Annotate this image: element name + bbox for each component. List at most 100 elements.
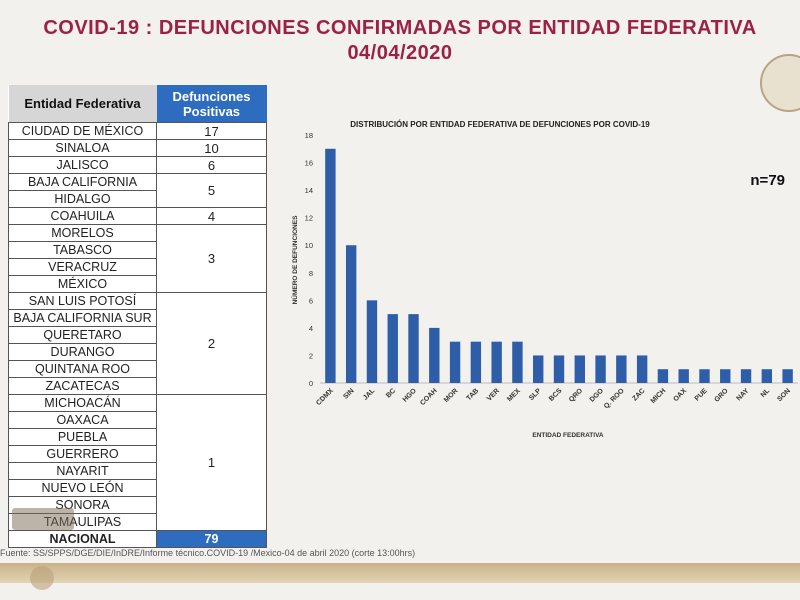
y-tick-label: 10	[305, 241, 313, 250]
bar	[553, 355, 565, 383]
bar	[657, 369, 669, 383]
state-cell: BAJA CALIFORNIA SUR	[8, 309, 157, 327]
deaths-value-cell: 6	[156, 156, 267, 174]
x-tick-label: BCS	[548, 387, 564, 403]
state-cell: PUEBLA	[8, 428, 157, 446]
table-row: SAN LUIS POTOSÍ 2	[8, 292, 267, 395]
x-tick-label: JAL	[362, 387, 377, 402]
state-cell: MICHOACÁN	[8, 394, 157, 412]
col-header-entidad: Entidad Federativa	[8, 85, 157, 123]
bar	[387, 314, 398, 383]
col-header-defunciones: Defunciones Positivas	[156, 85, 267, 123]
state-cell: TABASCO	[8, 241, 157, 259]
table-row: COAHUILA 4	[8, 207, 267, 225]
title-line-2: 04/04/2020	[347, 42, 453, 64]
n-annotation: n=79	[750, 172, 785, 189]
bar	[491, 341, 502, 383]
people-illustration-icon	[12, 508, 74, 530]
table-row: HIDALGO	[8, 190, 267, 208]
bar	[512, 341, 523, 383]
state-cell: VERACRUZ	[8, 258, 157, 276]
y-tick-label: 4	[309, 324, 313, 333]
total-value: 79	[156, 530, 267, 548]
table-row: JALISCO 6	[8, 156, 267, 174]
y-tick-label: 8	[309, 269, 313, 278]
x-tick-label: GRO	[713, 387, 730, 404]
x-tick-label: SIN	[342, 387, 355, 400]
table-row: BAJA CALIFORNIA 5	[8, 173, 267, 208]
state-cell: QUINTANA ROO	[8, 360, 157, 378]
state-cell: GUERRERO	[8, 445, 157, 463]
bar	[470, 341, 482, 383]
state-cell: MÉXICO	[8, 275, 157, 293]
state-cell: SAN LUIS POTOSÍ	[8, 292, 157, 310]
bar	[782, 369, 793, 383]
table-row: MICHOACÁN 1	[8, 394, 267, 531]
state-cell: OAXACA	[8, 411, 157, 429]
y-tick-label: 6	[309, 296, 313, 305]
emblem-icon	[30, 566, 54, 590]
table-row: PUEBLA	[8, 428, 267, 446]
source-note: Fuente: SS/SPPS/DGE/DIE/InDRE/Informe té…	[0, 548, 416, 558]
table-row: BAJA CALIFORNIA SUR	[8, 309, 267, 327]
state-cell: JALISCO	[8, 156, 157, 174]
table-row: SINALOA 10	[8, 139, 267, 157]
state-cell: QUERETARO	[8, 326, 157, 344]
y-tick-label: 0	[309, 379, 313, 388]
x-tick-label: NL	[760, 387, 772, 399]
state-cell: NUEVO LEÓN	[8, 479, 157, 497]
table-row: MORELOS 3	[8, 224, 267, 293]
total-label: NACIONAL	[8, 530, 157, 548]
bar	[345, 245, 357, 383]
x-tick-label: CDMX	[315, 387, 335, 407]
y-tick-label: 12	[305, 214, 313, 223]
deaths-value-cell: 1	[156, 394, 267, 531]
table-body: CIUDAD DE MÉXICO 17 SINALOA 10 JALISCO 6 BAJA …	[8, 122, 267, 548]
x-tick-label: OAX	[672, 387, 688, 403]
y-tick-label: 18	[305, 131, 313, 140]
y-tick-label: 14	[305, 186, 313, 195]
deaths-value-cell: 10	[156, 139, 267, 157]
table-row: QUINTANA ROO	[8, 360, 267, 378]
bar	[761, 369, 773, 383]
bar	[408, 314, 419, 383]
x-tick-label: MOR	[443, 387, 460, 404]
deaths-value-cell: 17	[156, 122, 267, 140]
state-cell: ZACATECAS	[8, 377, 157, 395]
table-row: TABASCO	[8, 241, 267, 259]
state-cell: COAHUILA	[8, 207, 157, 225]
x-tick-label: TAB	[466, 387, 481, 402]
bar	[429, 327, 440, 383]
bar	[616, 355, 627, 383]
bar	[678, 369, 689, 383]
x-tick-label: SLP	[528, 387, 543, 402]
bar	[720, 369, 731, 383]
x-tick-label: QRO	[568, 387, 585, 404]
x-tick-label: Q. ROO	[603, 387, 626, 410]
bar	[449, 341, 461, 383]
page-title: COVID-19 : DEFUNCIONES CONFIRMADAS POR E…	[0, 16, 800, 66]
x-tick-label: HGO	[402, 387, 419, 404]
bar	[636, 355, 648, 383]
x-tick-label: NAY	[736, 387, 751, 402]
total-row: NACIONAL 79	[8, 530, 267, 548]
bar	[325, 148, 336, 383]
x-tick-label: MEX	[506, 387, 522, 403]
x-tick-label: BC	[385, 387, 397, 399]
deaths-value-cell: 5	[156, 173, 267, 208]
bar-chart: DISTRIBUCIÓN POR ENTIDAD FEDERATIVA DE D…	[290, 120, 798, 439]
state-cell: HIDALGO	[8, 190, 157, 208]
bar	[699, 369, 710, 383]
x-tick-label: PUE	[694, 387, 709, 402]
state-cell: SINALOA	[8, 139, 157, 157]
chart-title: DISTRIBUCIÓN POR ENTIDAD FEDERATIVA DE D…	[350, 120, 650, 129]
deaths-value-cell: 3	[156, 224, 267, 293]
table-row: CIUDAD DE MÉXICO 17	[8, 122, 267, 140]
bar	[574, 355, 585, 383]
footer-band	[0, 563, 800, 583]
bar	[595, 355, 606, 383]
table-row: MÉXICO	[8, 275, 267, 293]
y-tick-label: 16	[305, 159, 313, 168]
state-cell: BAJA CALIFORNIA	[8, 173, 157, 191]
state-cell: DURANGO	[8, 343, 157, 361]
